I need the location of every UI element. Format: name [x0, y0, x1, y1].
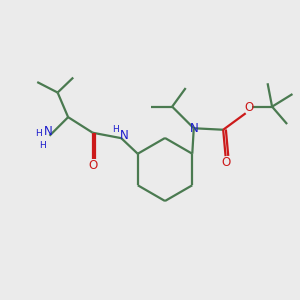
Text: H: H — [39, 141, 45, 150]
Text: O: O — [88, 159, 97, 172]
Text: O: O — [244, 101, 253, 114]
Text: H: H — [35, 129, 41, 138]
Text: H: H — [112, 125, 119, 134]
Text: N: N — [44, 125, 52, 138]
Text: N: N — [189, 122, 198, 135]
Text: O: O — [221, 156, 230, 169]
Text: N: N — [120, 129, 129, 142]
